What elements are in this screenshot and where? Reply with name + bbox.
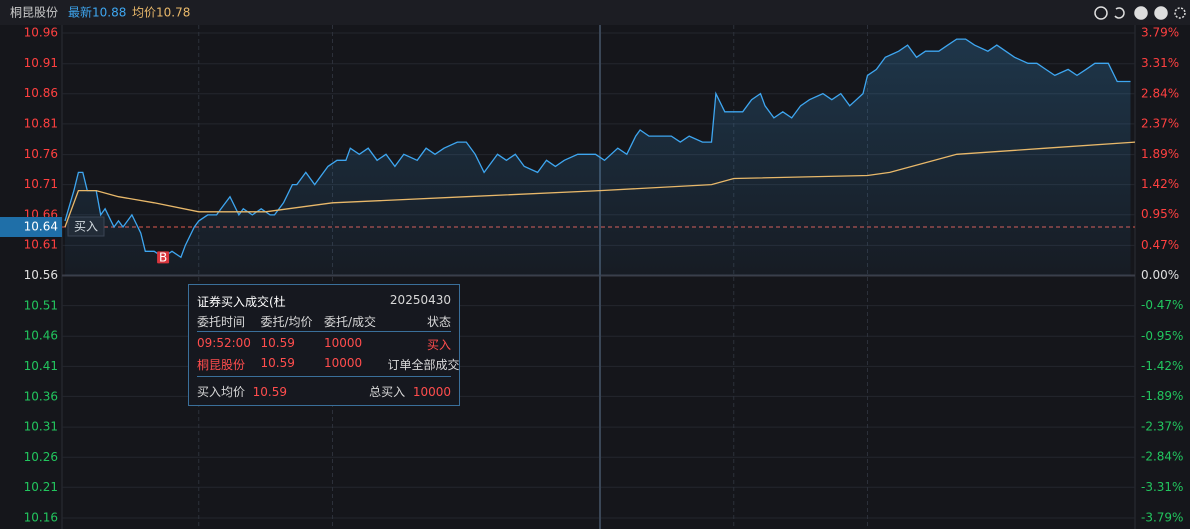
y-tick-label: 10.31 (24, 420, 58, 434)
y-tick-label: 10.36 (24, 389, 58, 403)
icon-zoom-out[interactable] (1154, 6, 1168, 20)
buy-marker-label: B (159, 250, 167, 264)
y2-tick-label: -1.89% (1141, 389, 1183, 403)
buy-marker (157, 251, 170, 264)
popup-footer-label: 买入均价 (197, 385, 246, 399)
y-tick-label: 10.21 (24, 480, 58, 494)
popup-cell: 10000 (324, 356, 363, 370)
y-tick-label: 10.96 (24, 26, 58, 40)
average-price: 均价10.78 (132, 6, 190, 20)
y-tick-label: 10.81 (24, 116, 58, 130)
y2-tick-label: -3.79% (1141, 511, 1183, 525)
icon-refresh[interactable] (1114, 7, 1125, 19)
y2-tick-label: 3.79% (1141, 26, 1179, 40)
trade-popup: 证券买入成交(杜 20250430 委托时间 委托/均价 委托/成交 状态 09:52:… (188, 284, 460, 406)
y2-tick-label: 0.00% (1141, 268, 1179, 282)
y2-tick-label: -0.47% (1141, 298, 1183, 312)
popup-header: 委托时间 (197, 315, 246, 329)
y-tick-label: 10.26 (24, 450, 58, 464)
popup-cell: 09:52:00 (197, 336, 251, 350)
popup-header: 委托/均价 (260, 315, 313, 329)
stock-name: 桐昆股份 (10, 6, 58, 20)
latest-price: 最新10.88 (68, 5, 126, 20)
y-tick-label: 10.86 (24, 86, 58, 100)
y-tick-label: 10.71 (24, 177, 58, 191)
y2-tick-label: 1.89% (1141, 147, 1179, 161)
y2-tick-label: 0.47% (1141, 238, 1179, 252)
y-tick-label: 10.41 (24, 359, 58, 373)
y2-tick-label: -2.84% (1141, 450, 1183, 464)
popup-footer-value: 10000 (412, 385, 451, 399)
price-area (65, 39, 1131, 276)
price-line (64, 38, 1131, 259)
popup-date: 20250430 (389, 293, 451, 307)
buy-price-label: 10.64 (24, 220, 58, 234)
popup-cell: 订单全部成交 (387, 358, 460, 372)
average-line (64, 141, 1136, 228)
header-bar (0, 0, 1190, 25)
y2-tick-label: -2.37% (1141, 420, 1183, 434)
y2-tick-label: 1.42% (1141, 177, 1179, 191)
y2-tick-label: 0.95% (1141, 207, 1179, 221)
y2-tick-label: 2.84% (1141, 86, 1179, 100)
y-tick-label: 10.91 (24, 56, 58, 70)
y-tick-label: 10.61 (24, 238, 58, 252)
y2-tick-label: -1.42% (1141, 359, 1183, 373)
y2-tick-label: 3.31% (1141, 56, 1179, 70)
popup-title: 证券买入成交(杜 (197, 295, 286, 309)
popup-cell: 10.59 (260, 356, 295, 370)
popup-cell: 买入 (426, 338, 451, 352)
icon-settle[interactable] (1094, 6, 1108, 20)
popup-header: 委托/成交 (324, 315, 377, 329)
popup-cell: 10.59 (260, 336, 295, 350)
y-tick-label: 10.16 (24, 511, 58, 525)
y-tick-label: 10.51 (24, 298, 58, 312)
icon-settings[interactable] (1174, 7, 1186, 19)
y-tick-label: 10.46 (24, 329, 58, 343)
y2-tick-label: 2.37% (1141, 116, 1179, 130)
popup-footer-value: 10.59 (252, 385, 288, 399)
popup-cell: 10000 (324, 336, 363, 350)
buy-price-box (0, 217, 62, 237)
y2-tick-label: -0.95% (1141, 329, 1183, 343)
popup-cell: 桐昆股份 (197, 358, 246, 372)
y-tick-label: 10.76 (24, 147, 58, 161)
y2-tick-label: -3.31% (1141, 480, 1183, 494)
popup-header: 状态 (426, 315, 451, 329)
y-tick-label: 10.56 (24, 268, 58, 282)
icon-zoom-in[interactable] (1134, 6, 1148, 20)
popup-footer-label: 总买入 (369, 385, 406, 399)
toolbar[interactable] (1094, 6, 1186, 20)
